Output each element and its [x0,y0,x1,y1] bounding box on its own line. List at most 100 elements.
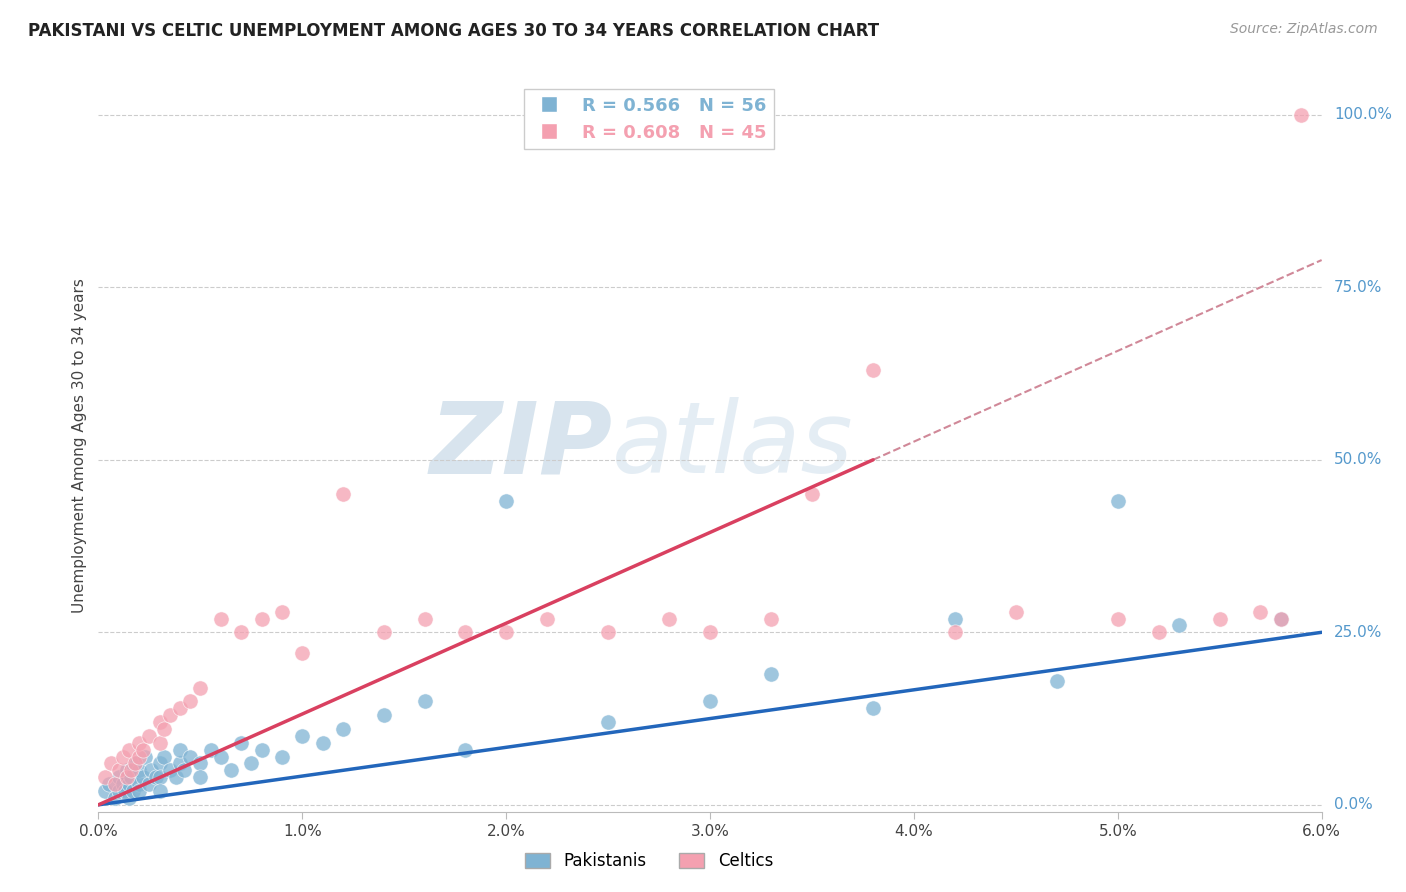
Pakistanis [145,770,167,784]
Celtics [209,611,232,625]
Pakistanis [108,770,131,784]
Pakistanis [495,494,517,508]
Pakistanis [699,694,721,708]
Celtics [495,625,517,640]
Celtics [188,681,212,695]
Legend: Pakistanis, Celtics: Pakistanis, Celtics [517,846,780,877]
Pakistanis [149,756,172,771]
Celtics [1208,611,1232,625]
Text: 50.0%: 50.0% [1334,452,1382,467]
Pakistanis [413,694,436,708]
Pakistanis [134,749,156,764]
Pakistanis [598,714,620,729]
Celtics [1147,625,1170,640]
Celtics [159,708,181,723]
Pakistanis [128,784,150,798]
Pakistanis [1107,494,1129,508]
Celtics [1249,605,1271,619]
Pakistanis [250,742,273,756]
Celtics [413,611,436,625]
Celtics [454,625,477,640]
Celtics [108,764,131,778]
Celtics [1270,611,1292,625]
Celtics [124,756,146,771]
Celtics [149,714,172,729]
Pakistanis [128,764,150,778]
Pakistanis [149,770,172,784]
Text: atlas: atlas [612,398,853,494]
Celtics [179,694,201,708]
Pakistanis [1270,611,1292,625]
Celtics [118,742,141,756]
Celtics [332,487,354,501]
Celtics [598,625,620,640]
Celtics [536,611,558,625]
Pakistanis [270,749,292,764]
Pakistanis [165,770,187,784]
Text: 25.0%: 25.0% [1334,624,1382,640]
Pakistanis [240,756,263,771]
Pakistanis [122,784,145,798]
Pakistanis [108,784,131,798]
Pakistanis [169,742,191,756]
Pakistanis [104,791,127,805]
Pakistanis [118,791,141,805]
Pakistanis [862,701,884,715]
Pakistanis [1167,618,1189,632]
Pakistanis [219,764,242,778]
Celtics [93,770,115,784]
Text: 75.0%: 75.0% [1334,280,1382,294]
Celtics [115,770,138,784]
Celtics [658,611,681,625]
Pakistanis [141,764,163,778]
Celtics [862,363,884,377]
Celtics [1289,108,1312,122]
Pakistanis [311,736,335,750]
Pakistanis [373,708,395,723]
Celtics [120,764,142,778]
Pakistanis [152,749,174,764]
Pakistanis [200,742,222,756]
Text: ZIP: ZIP [429,398,612,494]
Celtics [111,749,134,764]
Celtics [169,701,191,715]
Celtics [291,646,314,660]
Celtics [801,487,824,501]
Pakistanis [188,770,212,784]
Pakistanis [118,777,141,791]
Celtics [270,605,292,619]
Pakistanis [120,770,142,784]
Celtics [138,729,160,743]
Celtics [152,722,174,736]
Celtics [149,736,172,750]
Celtics [132,742,155,756]
Pakistanis [1045,673,1069,688]
Celtics [100,756,122,771]
Text: Source: ZipAtlas.com: Source: ZipAtlas.com [1230,22,1378,37]
Celtics [761,611,783,625]
Text: 100.0%: 100.0% [1334,107,1392,122]
Celtics [1107,611,1129,625]
Celtics [1004,605,1026,619]
Celtics [943,625,966,640]
Pakistanis [114,784,136,798]
Pakistanis [761,666,783,681]
Celtics [699,625,721,640]
Pakistanis [188,756,212,771]
Text: 0.0%: 0.0% [1334,797,1372,813]
Text: PAKISTANI VS CELTIC UNEMPLOYMENT AMONG AGES 30 TO 34 YEARS CORRELATION CHART: PAKISTANI VS CELTIC UNEMPLOYMENT AMONG A… [28,22,879,40]
Pakistanis [128,777,150,791]
Pakistanis [111,777,134,791]
Pakistanis [149,784,172,798]
Pakistanis [179,749,201,764]
Pakistanis [454,742,477,756]
Pakistanis [93,784,115,798]
Celtics [373,625,395,640]
Pakistanis [97,777,120,791]
Pakistanis [209,749,232,764]
Pakistanis [291,729,314,743]
Celtics [104,777,127,791]
Pakistanis [159,764,181,778]
Pakistanis [138,777,160,791]
Pakistanis [332,722,354,736]
